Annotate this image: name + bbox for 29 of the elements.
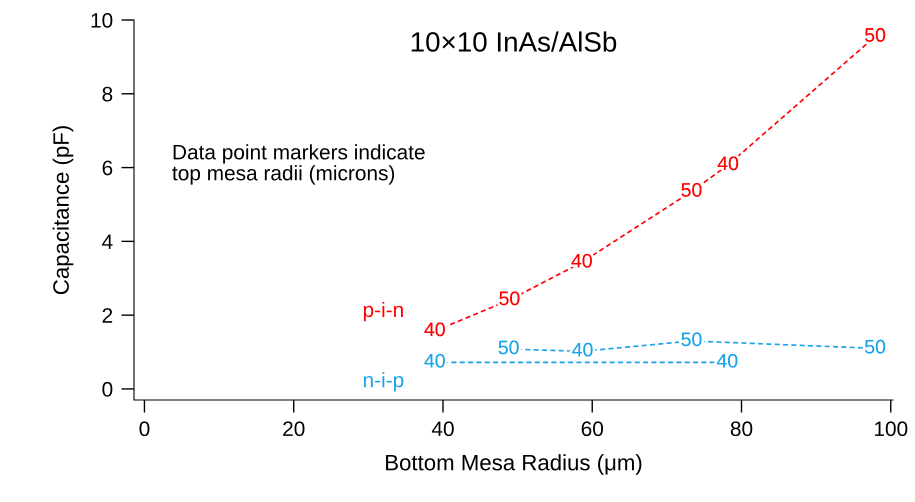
x-axis-title: Bottom Mesa Radius (μm) [386,454,642,475]
annotation: 40 [572,342,593,357]
y-tick-label: 2 [102,308,112,323]
x-tick-label: 0 [139,421,150,436]
y-tick-label: 10 [92,13,112,28]
x-tick-label: 60 [582,421,604,436]
x-tick-label: 20 [283,421,304,436]
chart-title: 10×10 InAs/AlSb [412,31,616,52]
y-tick-label: 8 [102,86,112,102]
annotation: 50 [681,332,702,346]
annotation: 40 [424,322,445,336]
series-label: p-i-n [364,302,403,322]
annotation: 40 [718,156,738,170]
x-tick-label: 100 [874,421,908,436]
x-tick-label: 40 [432,421,454,436]
y-tick-label: 0 [102,382,112,397]
annotation: Data point markers indicate top mesa radii (microns) [172,144,425,185]
annotation: 40 [716,354,738,368]
y-axis-title: Capacitance (pF) [52,126,74,294]
x-tick-label: 80 [730,421,752,436]
annotation: 50 [498,340,519,354]
annotation: 50 [865,340,886,354]
annotation: 40 [571,254,592,268]
series-label: n-i-p [364,372,404,392]
annotation: 50 [681,183,702,197]
annotation: 50 [865,28,886,42]
annotation: 40 [424,354,445,368]
y-tick-label: 4 [102,234,113,249]
y-tick-label: 6 [102,160,112,176]
